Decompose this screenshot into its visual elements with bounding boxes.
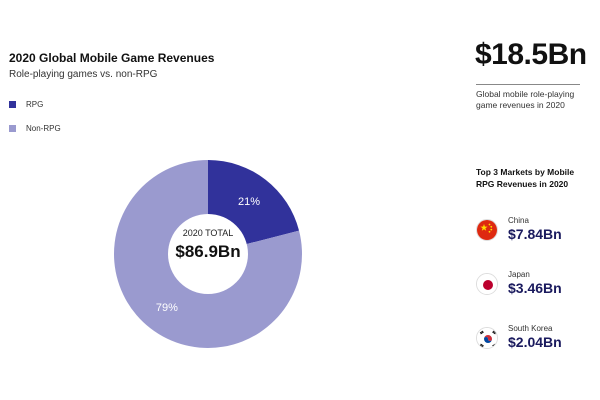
legend-swatch-rpg — [9, 100, 16, 108]
legend-item-non-rpg: Non-RPG — [9, 122, 61, 134]
legend: RPG Non-RPG — [9, 98, 61, 146]
legend-label-non-rpg: Non-RPG — [26, 123, 61, 133]
highlight-value: $18.5Bn — [475, 38, 587, 71]
chart-title: 2020 Global Mobile Game Revenues — [9, 51, 215, 65]
market-country: South Korea — [508, 324, 553, 333]
market-item-china: China $7.84Bn — [476, 216, 562, 243]
legend-item-rpg: RPG — [9, 98, 61, 110]
legend-swatch-non-rpg — [9, 124, 16, 132]
market-item-japan: Japan $3.46Bn — [476, 270, 562, 297]
highlight-divider — [476, 84, 580, 85]
center-value: $86.9Bn — [175, 242, 240, 261]
slice-non-rpg-label: 79% — [156, 302, 178, 314]
donut-hole — [168, 214, 248, 294]
market-value: $2.04Bn — [508, 334, 562, 350]
chart-subtitle: Role-playing games vs. non-RPG — [9, 69, 158, 80]
china-flag-icon — [476, 218, 498, 241]
market-item-south-korea: South Korea $2.04Bn — [476, 324, 562, 351]
market-country: China — [508, 216, 529, 225]
market-country: Japan — [508, 270, 530, 279]
south-korea-flag-icon — [476, 326, 498, 349]
highlight-description: Global mobile role-playing game revenues… — [476, 89, 575, 110]
japan-flag-icon — [476, 272, 498, 295]
center-label: 2020 TOTAL — [183, 228, 234, 238]
legend-label-rpg: RPG — [26, 99, 44, 109]
markets-title: Top 3 Markets by Mobile RPG Revenues in … — [476, 167, 575, 189]
market-value: $7.84Bn — [508, 226, 562, 242]
slice-rpg-label: 21% — [238, 196, 260, 208]
market-value: $3.46Bn — [508, 280, 562, 296]
